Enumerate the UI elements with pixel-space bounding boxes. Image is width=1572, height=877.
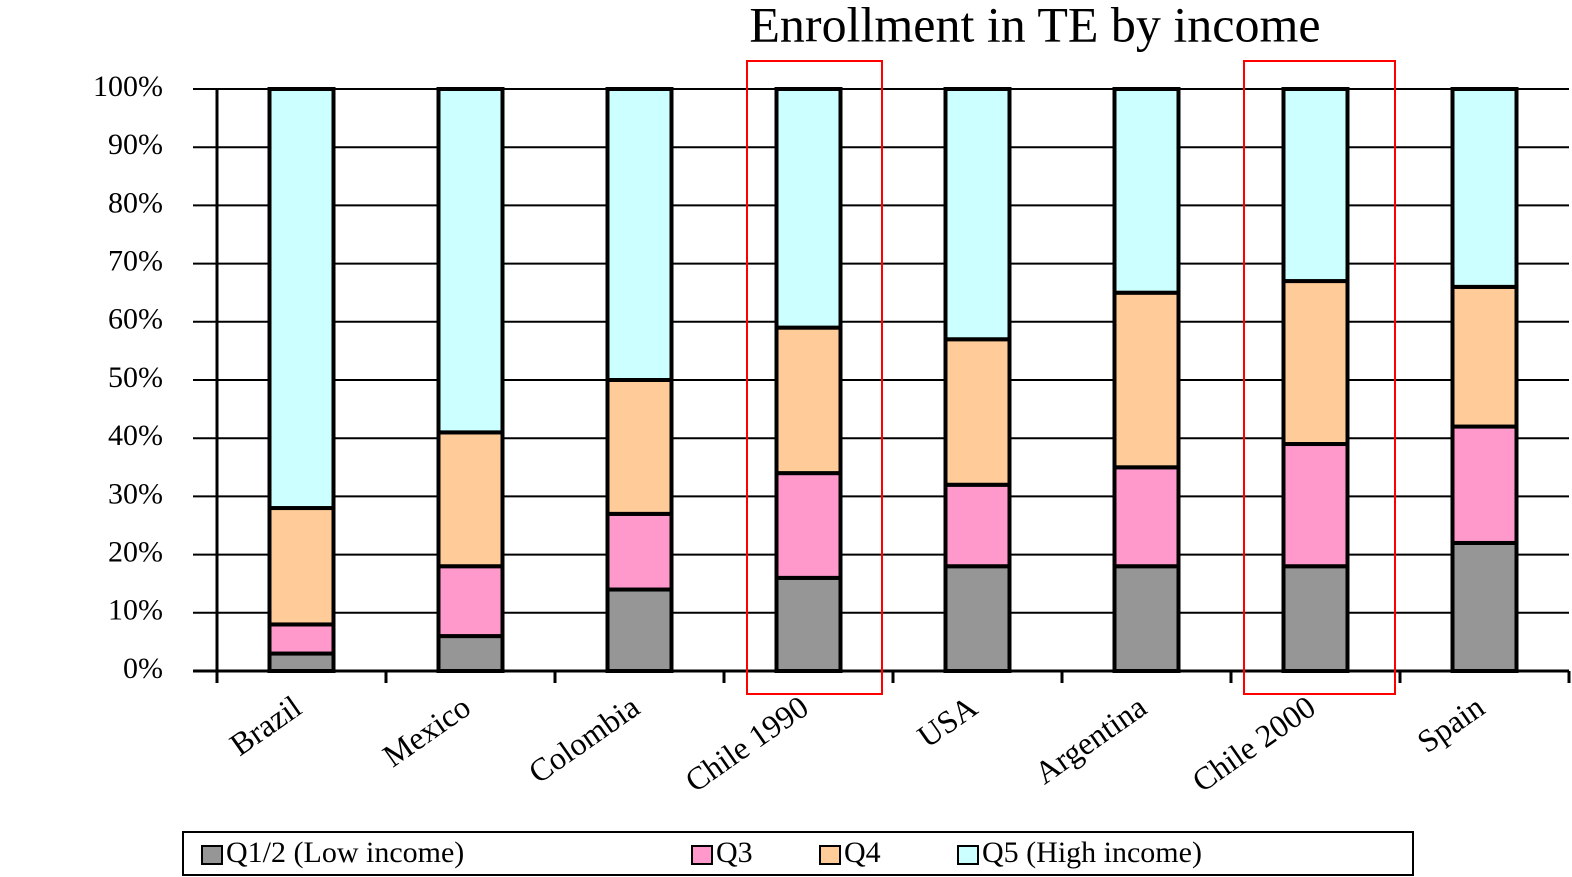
bar-segment — [605, 511, 674, 592]
bar-segment — [436, 87, 505, 435]
bar-segment — [436, 634, 505, 674]
legend-label: Q5 (High income) — [982, 836, 1202, 869]
bar-segment — [1450, 87, 1519, 289]
bar-segment — [605, 378, 674, 516]
y-tick-label: 60% — [108, 303, 163, 336]
chart-title: Enrollment in TE by income — [749, 0, 1320, 52]
bar-segment — [1112, 564, 1181, 673]
y-tick-label: 90% — [108, 128, 163, 161]
bar-segment — [436, 564, 505, 639]
bar-segment — [1450, 284, 1519, 429]
x-tick-label: Brazil — [223, 688, 308, 762]
bar-segment — [1281, 442, 1350, 569]
y-tick-label: 40% — [108, 419, 163, 452]
bar-segment — [943, 482, 1012, 569]
bar-segment — [1281, 279, 1350, 447]
bar-segment — [605, 87, 674, 382]
y-tick-label: 0% — [123, 652, 163, 685]
bar-segment — [774, 575, 843, 674]
bar-segment — [774, 471, 843, 580]
bar-segment — [267, 651, 336, 673]
bar-segment — [436, 430, 505, 569]
bar-segment — [943, 87, 1012, 342]
y-tick-label: 50% — [108, 361, 163, 394]
legend-label: Q4 — [844, 836, 881, 869]
plot: 0% 10% 20% 30% 40% 50% 60% 70% 80% 90% 100% Brazil M… — [93, 70, 1571, 799]
bar-segment — [1112, 465, 1181, 569]
legend-box — [182, 831, 1414, 876]
x-tick-label: Mexico — [376, 688, 477, 774]
bar-segment — [1112, 290, 1181, 470]
bar-segment — [267, 506, 336, 627]
bar-segment — [267, 622, 336, 656]
y-tick-label: 20% — [108, 535, 163, 568]
x-tick-label: Colombia — [522, 688, 646, 790]
legend-swatch — [691, 845, 713, 865]
bar-segment — [1450, 540, 1519, 674]
legend-swatch — [201, 845, 223, 865]
bar-segment — [774, 87, 843, 330]
y-tick-label: 70% — [108, 244, 163, 277]
x-tick-label: Chile 2000 — [1185, 688, 1321, 799]
highlight-box — [1243, 60, 1396, 695]
bar-segment — [605, 587, 674, 674]
legend-label: Q1/2 (Low income) — [226, 836, 464, 869]
bar-segment — [1450, 424, 1519, 545]
highlight-box — [746, 60, 883, 695]
bar-segment — [943, 564, 1012, 673]
bar-segment — [1112, 87, 1181, 295]
x-tick-label: Argentina — [1028, 688, 1153, 791]
legend: Q1/2 (Low income) Q3 Q4 Q5 (High income) — [201, 836, 1202, 869]
bar-segment — [774, 325, 843, 476]
bar-segment — [943, 337, 1012, 487]
y-tick-label: 100% — [93, 70, 163, 103]
legend-label: Q3 — [716, 836, 753, 869]
legend-swatch — [957, 845, 979, 865]
legend-swatch — [819, 845, 841, 865]
x-tick-label: Chile 1990 — [678, 688, 814, 799]
x-tick-label: Spain — [1410, 688, 1490, 759]
y-tick-label: 80% — [108, 186, 163, 219]
bar-segment — [1281, 87, 1350, 284]
y-tick-label: 30% — [108, 477, 163, 510]
bar-segment — [267, 87, 336, 511]
y-tick-label: 10% — [108, 594, 163, 627]
bar-segment — [1281, 564, 1350, 673]
x-tick-label: USA — [911, 688, 984, 754]
